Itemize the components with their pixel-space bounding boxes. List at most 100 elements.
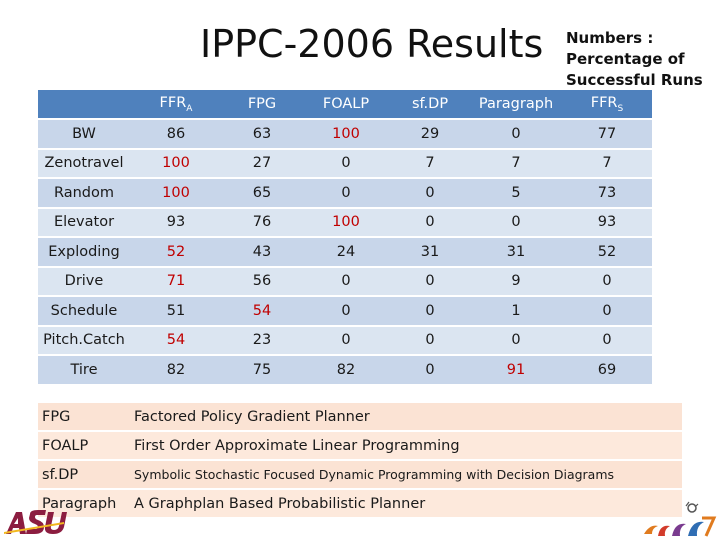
header-sfdp: sf.DP xyxy=(390,90,470,118)
cell-sfdp: 31 xyxy=(390,238,470,266)
cell-ffra: 52 xyxy=(130,238,222,266)
table-row: Exploding 52 43 24 31 31 52 xyxy=(38,238,652,266)
cell-paragraph: 0 xyxy=(470,120,562,148)
cell-ffra: 82 xyxy=(130,356,222,384)
cell-paragraph: 0 xyxy=(470,208,562,236)
note-line: Successful Runs xyxy=(566,71,703,89)
header-row: FFRA FPG FOALP sf.DP Paragraph FFRS xyxy=(38,90,652,118)
page-title: IPPC-2006 Results xyxy=(200,22,544,66)
legend-row: FOALP First Order Approximate Linear Pro… xyxy=(38,432,682,459)
cell-paragraph: 31 xyxy=(470,238,562,266)
header-paragraph: Paragraph xyxy=(470,90,562,118)
table-row: Elevator 93 76 100 0 0 93 xyxy=(38,208,652,236)
cell-foalp: 0 xyxy=(302,179,390,207)
cell-ffra: 71 xyxy=(130,267,222,295)
cell-sfdp: 0 xyxy=(390,297,470,325)
asu-logo xyxy=(4,508,68,542)
table-row: Random 100 65 0 0 5 73 xyxy=(38,179,652,207)
table-row: BW 86 63 100 29 0 77 xyxy=(38,120,652,148)
cell-ffrs: 77 xyxy=(562,120,652,148)
cell-fpg: 43 xyxy=(222,238,302,266)
units-note: Numbers : Percentage of Successful Runs xyxy=(566,28,703,91)
cell-fpg: 75 xyxy=(222,356,302,384)
cell-paragraph: 7 xyxy=(470,149,562,177)
cell-foalp: 0 xyxy=(302,149,390,177)
cell-fpg: 76 xyxy=(222,208,302,236)
cell-ffrs: 0 xyxy=(562,267,652,295)
cell-sfdp: 0 xyxy=(390,208,470,236)
legend-abbr: sf.DP xyxy=(38,461,130,488)
cell-paragraph: 9 xyxy=(470,267,562,295)
cell-paragraph: 1 xyxy=(470,297,562,325)
cell-fpg: 23 xyxy=(222,326,302,354)
header-corner xyxy=(38,90,130,118)
row-domain: Schedule xyxy=(38,297,130,325)
legend-row: Paragraph A Graphplan Based Probabilisti… xyxy=(38,490,682,517)
legend-full: Symbolic Stochastic Focused Dynamic Prog… xyxy=(130,461,682,488)
cell-paragraph: 91 xyxy=(470,356,562,384)
cell-fpg: 63 xyxy=(222,120,302,148)
cell-ffrs: 7 xyxy=(562,149,652,177)
icaps-logo xyxy=(640,500,720,540)
legend-abbr: FPG xyxy=(38,403,130,430)
row-domain: Drive xyxy=(38,267,130,295)
cell-foalp: 82 xyxy=(302,356,390,384)
legend-row: FPG Factored Policy Gradient Planner xyxy=(38,403,682,430)
cell-sfdp: 0 xyxy=(390,179,470,207)
cell-ffrs: 0 xyxy=(562,326,652,354)
cell-sfdp: 0 xyxy=(390,356,470,384)
results-table: FFRA FPG FOALP sf.DP Paragraph FFRS BW 86… xyxy=(38,88,652,386)
cell-ffra: 100 xyxy=(130,149,222,177)
cell-ffra: 86 xyxy=(130,120,222,148)
cell-fpg: 27 xyxy=(222,149,302,177)
cell-ffra: 100 xyxy=(130,179,222,207)
legend-full: First Order Approximate Linear Programmi… xyxy=(130,432,682,459)
cell-ffrs: 69 xyxy=(562,356,652,384)
row-domain: Exploding xyxy=(38,238,130,266)
legend-full: Factored Policy Gradient Planner xyxy=(130,403,682,430)
cell-ffrs: 93 xyxy=(562,208,652,236)
table-row: Pitch.Catch 54 23 0 0 0 0 xyxy=(38,326,652,354)
row-domain: Pitch.Catch xyxy=(38,326,130,354)
cell-sfdp: 29 xyxy=(390,120,470,148)
cell-fpg: 65 xyxy=(222,179,302,207)
cell-ffrs: 73 xyxy=(562,179,652,207)
cell-foalp: 100 xyxy=(302,208,390,236)
note-line: Percentage of xyxy=(566,50,685,68)
cell-paragraph: 0 xyxy=(470,326,562,354)
table-row: Zenotravel 100 27 0 7 7 7 xyxy=(38,149,652,177)
cell-foalp: 0 xyxy=(302,297,390,325)
note-line: Numbers : xyxy=(566,29,654,47)
row-domain: Zenotravel xyxy=(38,149,130,177)
row-domain: Random xyxy=(38,179,130,207)
cell-sfdp: 0 xyxy=(390,326,470,354)
legend-table: FPG Factored Policy Gradient Planner FOA… xyxy=(38,401,682,519)
cell-ffra: 93 xyxy=(130,208,222,236)
header-foalp: FOALP xyxy=(302,90,390,118)
header-fpg: FPG xyxy=(222,90,302,118)
header-ffrs: FFRS xyxy=(562,90,652,118)
cell-ffra: 51 xyxy=(130,297,222,325)
row-domain: Elevator xyxy=(38,208,130,236)
cell-paragraph: 5 xyxy=(470,179,562,207)
cell-fpg: 54 xyxy=(222,297,302,325)
cell-ffrs: 52 xyxy=(562,238,652,266)
cell-fpg: 56 xyxy=(222,267,302,295)
cell-ffra: 54 xyxy=(130,326,222,354)
table-row: Schedule 51 54 0 0 1 0 xyxy=(38,297,652,325)
table-row: Drive 71 56 0 0 9 0 xyxy=(38,267,652,295)
cell-foalp: 24 xyxy=(302,238,390,266)
header-ffra: FFRA xyxy=(130,90,222,118)
row-domain: BW xyxy=(38,120,130,148)
cell-ffrs: 0 xyxy=(562,297,652,325)
row-domain: Tire xyxy=(38,356,130,384)
cell-foalp: 0 xyxy=(302,326,390,354)
cell-foalp: 100 xyxy=(302,120,390,148)
table-row: Tire 82 75 82 0 91 69 xyxy=(38,356,652,384)
cell-sfdp: 7 xyxy=(390,149,470,177)
legend-row: sf.DP Symbolic Stochastic Focused Dynami… xyxy=(38,461,682,488)
legend-abbr: FOALP xyxy=(38,432,130,459)
cell-foalp: 0 xyxy=(302,267,390,295)
legend-full: A Graphplan Based Probabilistic Planner xyxy=(130,490,682,517)
cell-sfdp: 0 xyxy=(390,267,470,295)
